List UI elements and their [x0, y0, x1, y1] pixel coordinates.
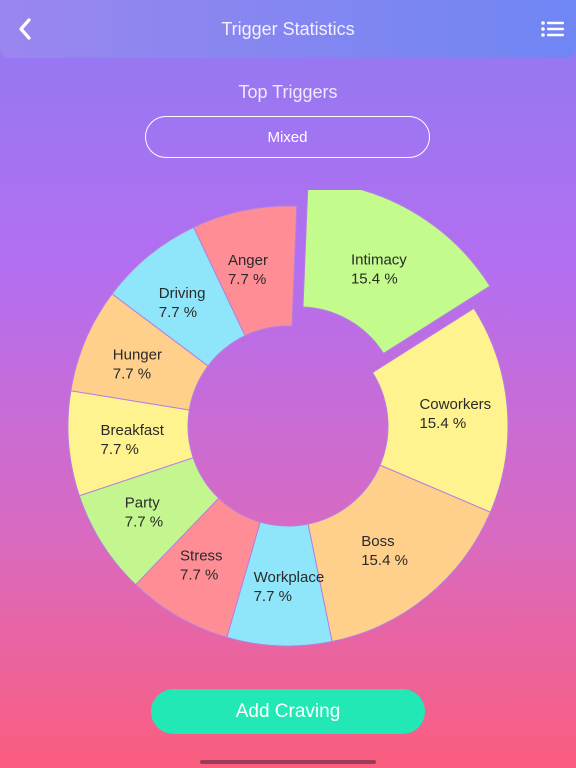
slice-label-coworkers: Coworkers	[419, 396, 491, 413]
filter-selected-label: Mixed	[267, 128, 308, 146]
slice-anger[interactable]	[192, 205, 298, 337]
nav-bar: Trigger Statistics	[0, 0, 576, 58]
filter-select-button[interactable]: Mixed	[145, 116, 430, 158]
page-title: Trigger Statistics	[221, 19, 355, 39]
slice-label-breakfast: Breakfast	[101, 422, 165, 439]
trigger-donut-chart: Intimacy 15.4 % Coworkers 15.4 % Boss 15.4 % W…	[67, 190, 509, 647]
menu-button[interactable]	[538, 14, 568, 44]
slice-label-intimacy: Intimacy	[351, 251, 407, 268]
slice-percent-workplace: 7.7 %	[254, 588, 292, 605]
slice-label-workplace: Workplace	[254, 569, 325, 586]
slice-label-anger: Anger	[228, 252, 268, 269]
add-craving-button[interactable]: Add Craving	[151, 689, 425, 734]
list-icon	[541, 21, 564, 37]
slice-percent-stress: 7.7 %	[180, 567, 218, 584]
slice-percent-boss: 15.4 %	[361, 552, 408, 569]
slice-percent-breakfast: 7.7 %	[101, 441, 139, 458]
slice-label-party: Party	[125, 495, 161, 512]
slice-percent-driving: 7.7 %	[159, 304, 197, 321]
slice-label-hunger: Hunger	[113, 346, 162, 363]
section-title: Top Triggers	[238, 82, 338, 102]
slice-intimacy[interactable]	[302, 190, 491, 355]
slice-percent-hunger: 7.7 %	[113, 365, 151, 382]
slice-boss[interactable]	[307, 464, 492, 643]
slice-label-driving: Driving	[159, 285, 206, 302]
slice-percent-coworkers: 15.4 %	[419, 415, 466, 432]
chevron-left-icon	[19, 18, 31, 40]
slice-label-boss: Boss	[361, 533, 394, 550]
add-craving-label: Add Craving	[235, 700, 341, 722]
slice-percent-anger: 7.7 %	[228, 271, 266, 288]
slice-percent-intimacy: 15.4 %	[351, 270, 398, 287]
slice-percent-party: 7.7 %	[125, 514, 163, 531]
back-button[interactable]	[8, 12, 42, 46]
slice-label-stress: Stress	[180, 548, 223, 565]
slice-coworkers[interactable]	[371, 307, 509, 513]
home-indicator	[200, 760, 376, 764]
